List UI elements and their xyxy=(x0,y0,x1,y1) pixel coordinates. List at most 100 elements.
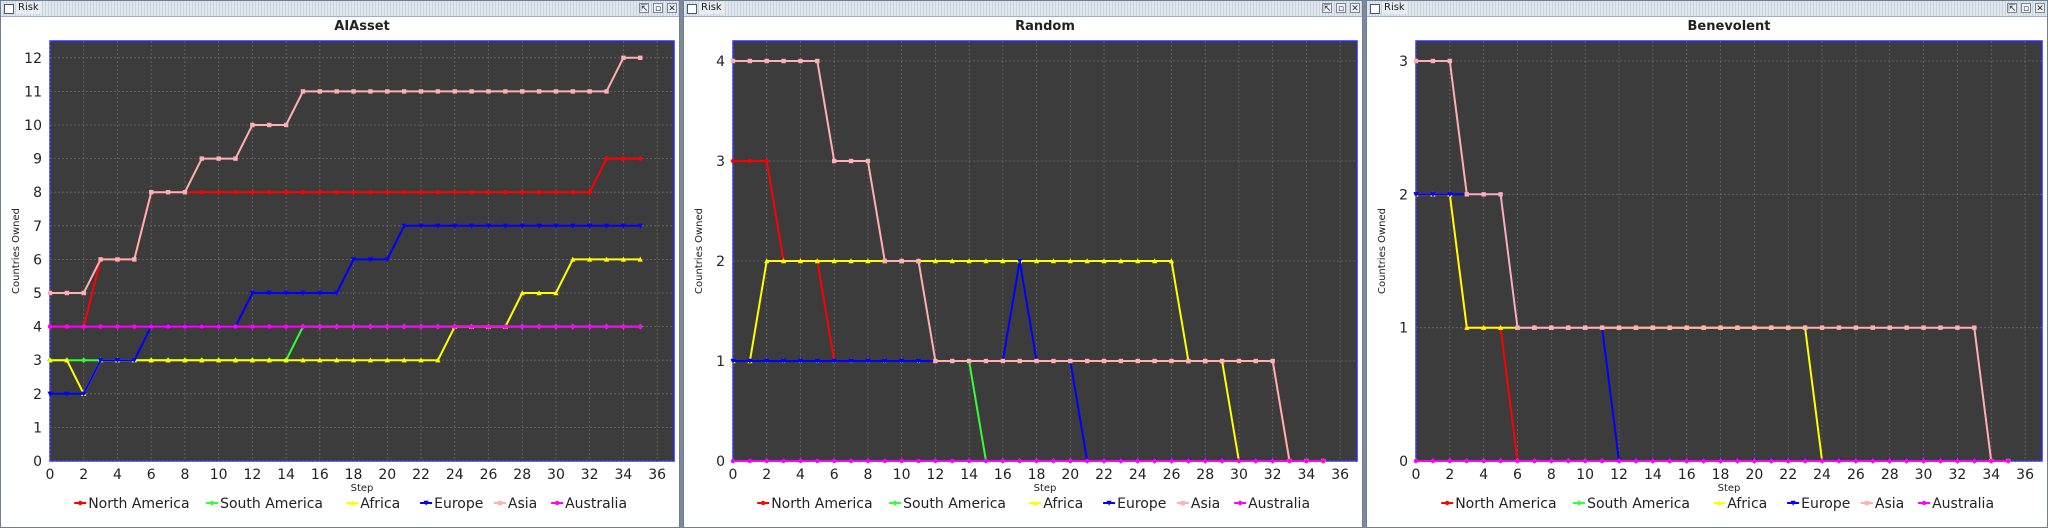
data-point xyxy=(1904,325,1909,330)
data-point xyxy=(47,357,53,363)
data-point xyxy=(1938,325,1943,330)
legend-swatch-marker xyxy=(1864,500,1870,506)
data-point xyxy=(570,190,576,195)
series-australia xyxy=(47,324,643,329)
x-tick-label: 22 xyxy=(412,467,430,483)
x-tick-label: 28 xyxy=(1881,467,1899,483)
data-point xyxy=(1599,325,1605,330)
data-point xyxy=(1616,458,1622,464)
y-tick-label: 0 xyxy=(716,454,725,470)
data-point xyxy=(780,258,787,264)
data-point xyxy=(1532,325,1537,330)
legend-item: Australia xyxy=(551,496,627,512)
data-point xyxy=(1135,258,1141,264)
data-point xyxy=(865,458,871,464)
data-point xyxy=(1718,325,1723,330)
x-tick-label: 10 xyxy=(210,467,228,483)
maximize-icon[interactable]: ▫ xyxy=(653,3,663,14)
x-tick-label: 30 xyxy=(1915,467,1933,483)
data-point xyxy=(730,158,736,164)
data-point xyxy=(1802,458,1808,464)
detach-icon[interactable]: ⇱ xyxy=(2007,3,2017,14)
maximize-icon[interactable]: ▫ xyxy=(2021,3,2031,14)
close-icon[interactable]: ✕ xyxy=(1350,3,1360,14)
detach-icon[interactable]: ⇱ xyxy=(1322,3,1332,14)
data-point xyxy=(1000,458,1006,464)
data-point xyxy=(1413,192,1419,198)
chart-title: AIAsset xyxy=(334,19,389,34)
data-point xyxy=(452,190,457,195)
data-point xyxy=(815,458,820,464)
data-point xyxy=(1033,258,1040,264)
legend-item: Africa xyxy=(1713,496,1767,512)
data-point xyxy=(1701,458,1706,464)
close-icon[interactable]: ✕ xyxy=(2035,3,2045,14)
window-titlebar[interactable]: Risk ⇱ ▫ ✕ xyxy=(1367,1,2047,17)
data-point xyxy=(351,89,356,94)
x-tick-label: 2 xyxy=(79,467,88,483)
legend-swatch-marker xyxy=(1237,500,1243,506)
data-point xyxy=(950,358,955,364)
data-point xyxy=(604,324,609,329)
data-point xyxy=(747,358,753,364)
data-point xyxy=(587,190,592,195)
legend-label: Asia xyxy=(508,496,537,512)
legend-item: Asia xyxy=(493,496,537,512)
x-tick-label: 24 xyxy=(446,467,464,483)
data-point xyxy=(250,190,255,195)
data-point xyxy=(620,223,627,229)
data-point xyxy=(764,358,770,364)
data-point xyxy=(283,122,289,128)
y-tick-label: 1 xyxy=(716,354,725,370)
detach-icon[interactable]: ⇱ xyxy=(639,3,649,14)
x-tick-label: 16 xyxy=(1678,467,1696,483)
data-point xyxy=(1287,458,1292,464)
data-point xyxy=(1599,458,1605,464)
data-point xyxy=(1684,325,1689,330)
data-point xyxy=(418,357,424,363)
x-axis-label: Step xyxy=(1718,483,1741,494)
x-tick-label: 20 xyxy=(1061,467,1079,483)
x-tick-label: 20 xyxy=(378,467,396,483)
data-point xyxy=(1735,458,1740,464)
y-tick-label: 0 xyxy=(1399,454,1408,470)
data-point xyxy=(983,258,989,264)
data-point xyxy=(1633,458,1639,464)
data-point xyxy=(747,158,753,164)
data-point xyxy=(216,324,221,329)
legend-swatch-marker xyxy=(497,500,503,506)
y-tick-label: 3 xyxy=(716,154,725,170)
window-titlebar[interactable]: Risk ⇱ ▫ ✕ xyxy=(684,1,1362,17)
y-tick-label: 5 xyxy=(33,286,42,302)
x-tick-label: 12 xyxy=(1610,467,1628,483)
data-point xyxy=(1566,325,1571,330)
legend-label: Australia xyxy=(1932,496,1994,512)
data-point xyxy=(249,357,255,363)
x-tick-label: 32 xyxy=(1948,467,1966,483)
legend-swatch-marker xyxy=(1716,500,1722,506)
data-point xyxy=(317,357,323,363)
chart-window-benevolent: Risk ⇱ ▫ ✕ Benevolent 0 2 4 6 8 10 12 14 16 18 20 22… xyxy=(1366,0,2048,528)
close-icon[interactable]: ✕ xyxy=(667,3,677,14)
y-axis-label: Countries Owned xyxy=(1377,208,1388,294)
data-point xyxy=(553,324,559,329)
legend-swatch-marker xyxy=(1106,500,1112,506)
data-point xyxy=(401,89,407,94)
data-point xyxy=(798,458,803,464)
legend-label: Asia xyxy=(1875,496,1904,512)
x-tick-label: 0 xyxy=(729,467,738,483)
window-icon xyxy=(687,4,697,14)
data-point xyxy=(418,89,424,94)
data-point xyxy=(64,391,70,397)
data-point xyxy=(368,190,373,195)
x-tick-label: 0 xyxy=(1412,467,1421,483)
data-point xyxy=(1853,458,1859,464)
data-point xyxy=(148,324,154,329)
legend-swatch-marker xyxy=(1790,500,1796,506)
legend-item: Africa xyxy=(1029,496,1083,512)
data-point xyxy=(1515,325,1520,330)
maximize-icon[interactable]: ▫ xyxy=(1336,3,1346,14)
window-titlebar[interactable]: Risk ⇱ ▫ ✕ xyxy=(1,1,679,17)
data-point xyxy=(1034,358,1039,364)
data-point xyxy=(47,324,53,329)
